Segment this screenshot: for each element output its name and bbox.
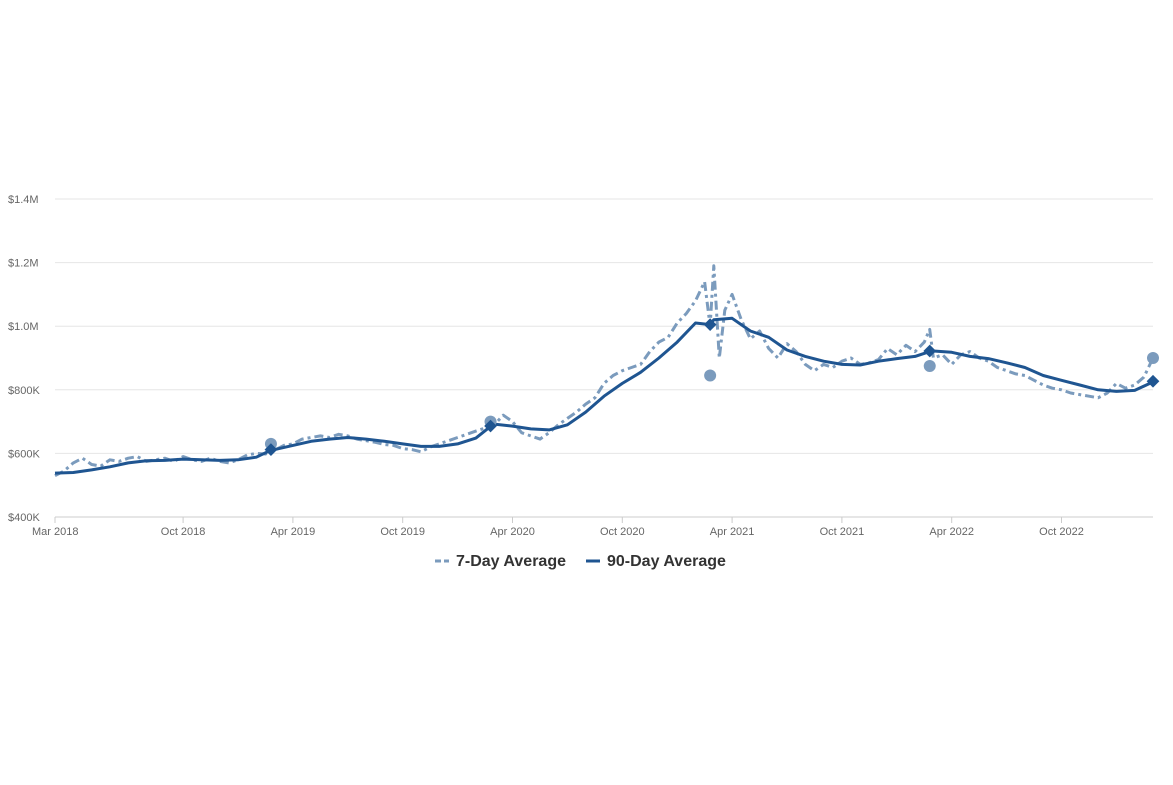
x-tick-label: Apr 2022 [929,526,974,538]
marker-90-day-average[interactable] [264,443,278,456]
x-tick-label: Oct 2020 [600,526,645,538]
legend-label-7-day: 7-Day Average [456,553,566,570]
y-tick-label: $400K [8,512,40,524]
y-tick-label: $1.4M [8,194,39,206]
x-tick-label: Oct 2019 [380,526,425,538]
x-tick-label: Oct 2021 [820,526,865,538]
gridlines [55,198,1153,518]
series-line-7-day-average[interactable] [54,264,1155,478]
x-tick-label: Oct 2022 [1039,526,1084,538]
series-layer [54,264,1160,478]
marker-7-day-average[interactable] [923,359,936,372]
marker-7-day-average[interactable] [704,369,717,382]
series-line-90-day-average[interactable] [54,316,1154,475]
x-tick-label: Mar 2018 [32,526,78,538]
legend-label-90-day: 90-Day Average [607,553,726,570]
x-tick-label: Apr 2020 [490,526,535,538]
x-tick-label: Apr 2021 [710,526,755,538]
y-tick-label: $800K [8,385,40,397]
x-tick-label: Oct 2018 [161,526,206,538]
legend[interactable]: 7-Day Average 90-Day Average [435,553,726,570]
marker-7-day-average[interactable] [1147,352,1159,364]
legend-item-90-day[interactable]: 90-Day Average [586,553,726,570]
marker-90-day-average[interactable] [1146,374,1160,388]
x-axis: Mar 2018 Oct 2018 Apr 2019 Oct 2019 Apr 2020… [32,517,1084,538]
legend-item-7-day[interactable]: 7-Day Average [435,553,566,570]
x-tick-label: Apr 2019 [271,526,316,538]
y-tick-label: $600K [8,448,40,460]
y-axis: $400K $600K $800K $1.0M $1.2M $1.4M [8,194,40,524]
marker-90-day-average[interactable] [484,419,497,433]
y-tick-label: $1.0M [8,321,39,333]
y-tick-label: $1.2M [8,258,39,270]
